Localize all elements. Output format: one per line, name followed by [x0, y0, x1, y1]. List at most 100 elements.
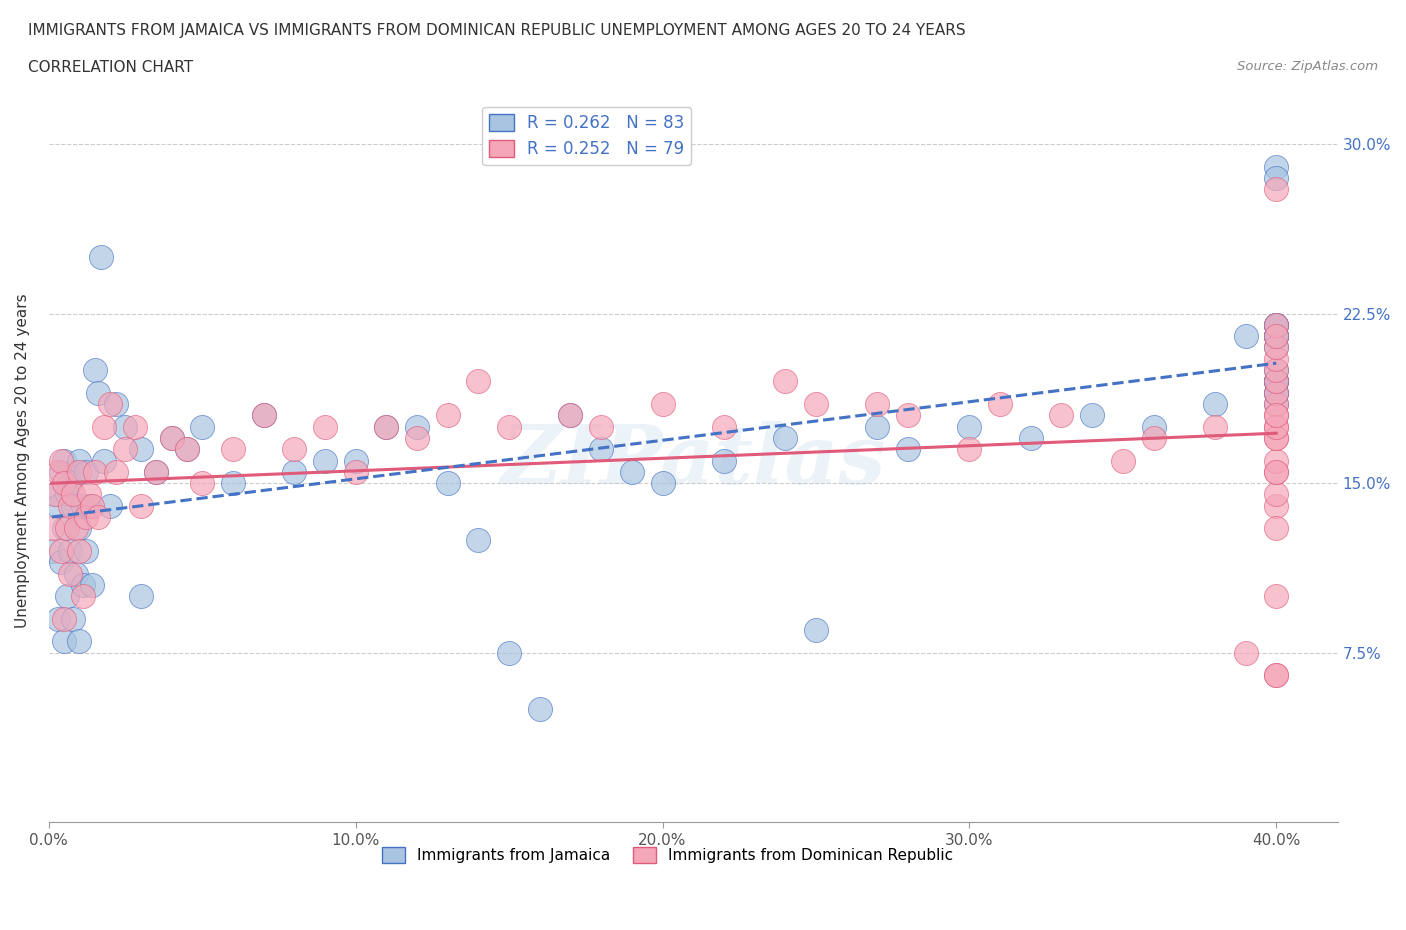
Legend: Immigrants from Jamaica, Immigrants from Dominican Republic: Immigrants from Jamaica, Immigrants from…: [375, 841, 959, 869]
Point: [1265, 317, 1288, 332]
Point: [59, 498, 82, 513]
Point: [83, 464, 105, 479]
Point: [93, 453, 115, 468]
Point: [897, 442, 920, 457]
Point: [1265, 453, 1288, 468]
Point: [53, 611, 76, 626]
Text: IMMIGRANTS FROM JAMAICA VS IMMIGRANTS FROM DOMINICAN REPUBLIC UNEMPLOYMENT AMONG: IMMIGRANTS FROM JAMAICA VS IMMIGRANTS FR…: [28, 23, 966, 38]
Point: [56, 487, 79, 502]
Point: [98, 396, 121, 411]
Point: [114, 419, 136, 434]
Point: [1265, 408, 1288, 423]
Point: [1265, 363, 1288, 378]
Point: [1265, 374, 1288, 389]
Point: [77, 498, 100, 513]
Point: [252, 408, 274, 423]
Point: [713, 419, 735, 434]
Point: [75, 544, 97, 559]
Point: [651, 476, 673, 491]
Point: [1265, 374, 1288, 389]
Point: [897, 408, 920, 423]
Point: [75, 510, 97, 525]
Point: [591, 442, 613, 457]
Point: [124, 419, 146, 434]
Point: [1265, 340, 1288, 355]
Point: [436, 408, 458, 423]
Point: [252, 408, 274, 423]
Point: [41, 544, 63, 559]
Point: [72, 498, 94, 513]
Point: [498, 419, 520, 434]
Point: [1265, 352, 1288, 366]
Point: [1112, 453, 1135, 468]
Point: [1265, 328, 1288, 343]
Point: [1265, 170, 1288, 185]
Point: [65, 566, 87, 581]
Point: [283, 464, 305, 479]
Point: [129, 442, 152, 457]
Point: [1265, 374, 1288, 389]
Point: [59, 476, 82, 491]
Point: [65, 521, 87, 536]
Point: [406, 431, 429, 445]
Point: [49, 544, 72, 559]
Point: [1142, 431, 1164, 445]
Point: [713, 453, 735, 468]
Point: [98, 498, 121, 513]
Point: [222, 442, 245, 457]
Point: [1265, 396, 1288, 411]
Point: [957, 419, 980, 434]
Point: [314, 419, 336, 434]
Point: [467, 532, 489, 547]
Point: [1265, 487, 1288, 502]
Point: [145, 464, 167, 479]
Point: [1265, 181, 1288, 196]
Point: [1265, 385, 1288, 400]
Point: [160, 431, 183, 445]
Point: [1265, 385, 1288, 400]
Point: [498, 645, 520, 660]
Point: [467, 374, 489, 389]
Point: [1265, 385, 1288, 400]
Point: [41, 521, 63, 536]
Point: [1019, 431, 1042, 445]
Text: ZIPatlas: ZIPatlas: [501, 420, 886, 500]
Point: [176, 442, 198, 457]
Point: [1265, 668, 1288, 683]
Point: [560, 408, 582, 423]
Point: [1265, 374, 1288, 389]
Point: [65, 464, 87, 479]
Point: [160, 431, 183, 445]
Point: [46, 611, 69, 626]
Point: [49, 453, 72, 468]
Y-axis label: Unemployment Among Ages 20 to 24 years: Unemployment Among Ages 20 to 24 years: [15, 293, 30, 628]
Point: [1265, 589, 1288, 604]
Point: [87, 510, 110, 525]
Point: [56, 589, 79, 604]
Text: CORRELATION CHART: CORRELATION CHART: [28, 60, 193, 75]
Point: [775, 374, 797, 389]
Point: [67, 634, 90, 649]
Point: [53, 476, 76, 491]
Point: [560, 408, 582, 423]
Point: [62, 498, 84, 513]
Point: [72, 578, 94, 592]
Point: [1265, 328, 1288, 343]
Point: [375, 419, 398, 434]
Point: [59, 544, 82, 559]
Text: Source: ZipAtlas.com: Source: ZipAtlas.com: [1237, 60, 1378, 73]
Point: [866, 396, 889, 411]
Point: [651, 396, 673, 411]
Point: [67, 453, 90, 468]
Point: [1265, 328, 1288, 343]
Point: [129, 498, 152, 513]
Point: [406, 419, 429, 434]
Point: [1265, 374, 1288, 389]
Point: [80, 578, 103, 592]
Point: [620, 464, 643, 479]
Point: [1265, 668, 1288, 683]
Point: [56, 521, 79, 536]
Point: [1265, 408, 1288, 423]
Point: [176, 442, 198, 457]
Point: [90, 249, 112, 264]
